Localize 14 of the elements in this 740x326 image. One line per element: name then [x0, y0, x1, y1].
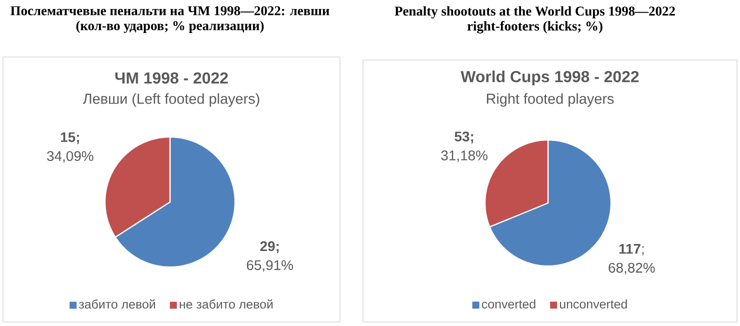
legend-label: забито левой: [78, 299, 156, 309]
data-label: 53; 31,18%: [441, 132, 488, 162]
chart-title: Послематчевые пенальти на ЧМ 1998—2022: левши (кол-во ударов; % реализации): [10, 6, 330, 33]
data-label: 15; 34,09%: [47, 132, 94, 163]
legend-label: converted: [482, 299, 536, 309]
data-label: 117; 68,82%: [608, 244, 655, 274]
text: Right footed players: [486, 93, 614, 107]
chart-subtitle: ЧМ 1998 - 2022: [115, 72, 228, 84]
legend-label: unconverted: [560, 299, 627, 309]
text: Левши (Left footed players): [82, 93, 260, 107]
data-label: 29; 65,91%: [246, 241, 293, 272]
chart-title: Penalty shootouts at the World Cups 1998—2022 right-footers (kicks; %): [394, 6, 675, 34]
legend-label: не забито левой: [180, 299, 273, 309]
chart-subtitle: World Cups 1998 - 2022: [460, 70, 639, 86]
